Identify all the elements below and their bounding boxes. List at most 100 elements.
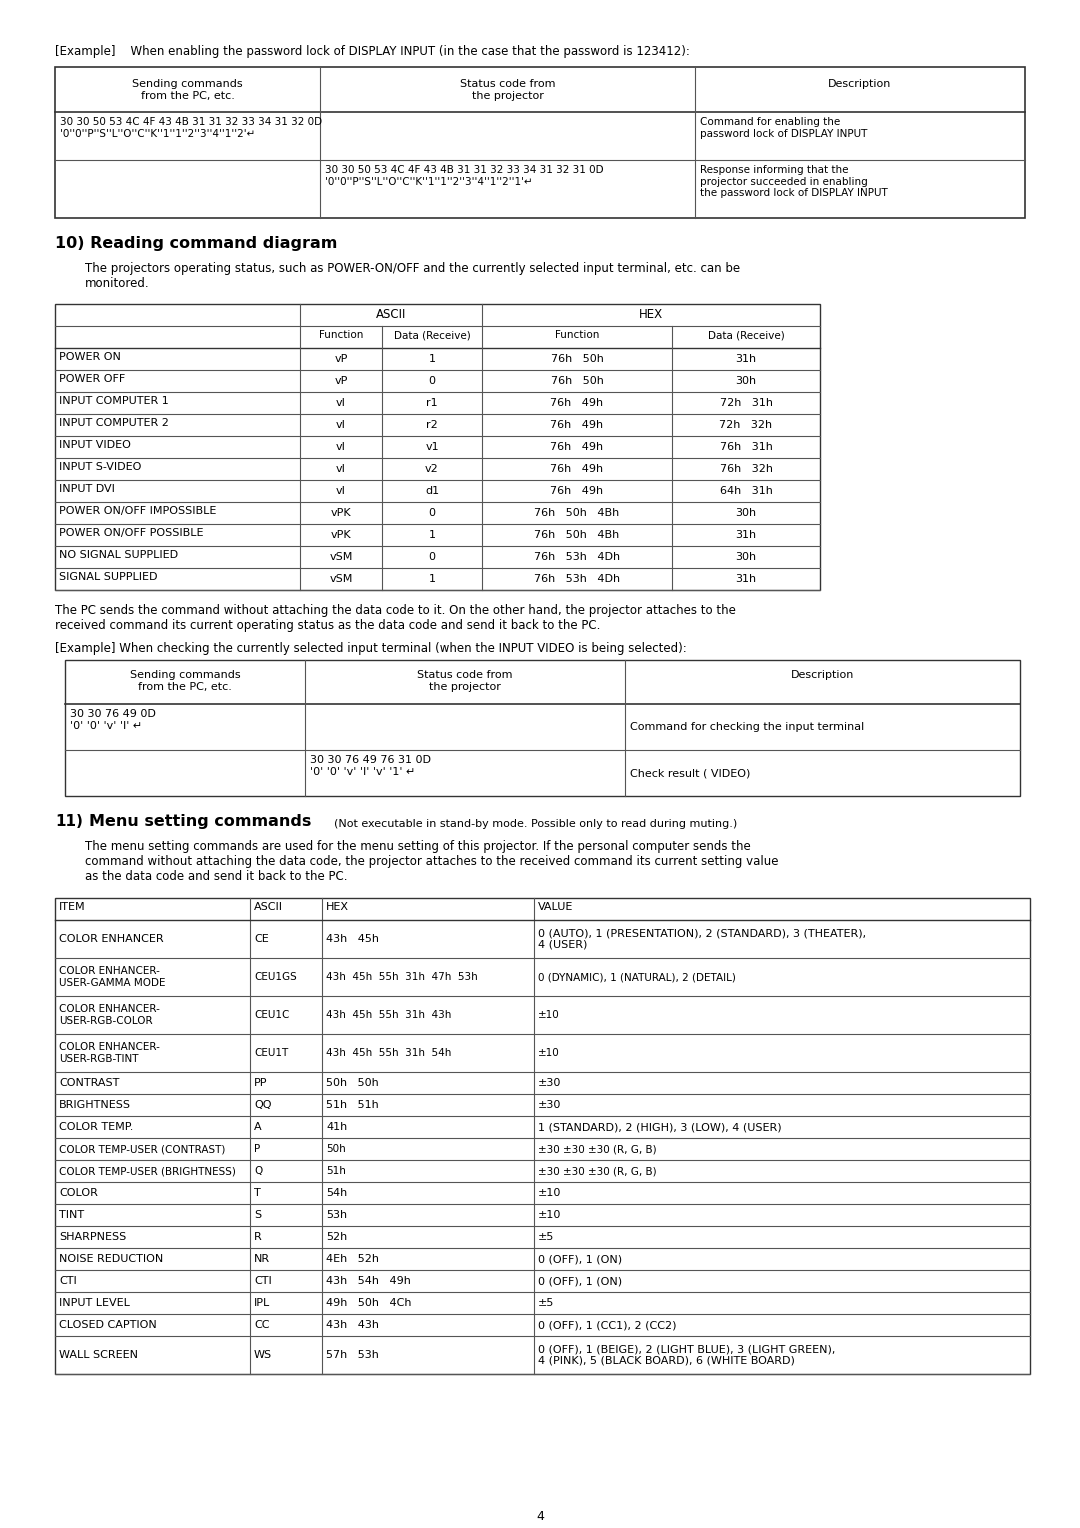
Text: Q: Q: [254, 1166, 262, 1177]
Text: 49h   50h   4Ch: 49h 50h 4Ch: [326, 1297, 411, 1308]
Text: SIGNAL SUPPLIED: SIGNAL SUPPLIED: [59, 571, 158, 582]
Text: T: T: [254, 1187, 260, 1198]
Text: 0: 0: [429, 507, 435, 518]
Text: 76h   50h: 76h 50h: [551, 376, 604, 387]
Text: R: R: [254, 1232, 261, 1242]
Text: CONTRAST: CONTRAST: [59, 1077, 120, 1088]
Text: ±10: ±10: [538, 1210, 562, 1219]
Text: ±10: ±10: [538, 1048, 559, 1057]
Text: 76h   49h: 76h 49h: [551, 465, 604, 474]
Bar: [55, 898, 1030, 1374]
Text: vI: vI: [336, 397, 346, 408]
Text: CLOSED CAPTION: CLOSED CAPTION: [59, 1320, 157, 1329]
Text: 1 (STANDARD), 2 (HIGH), 3 (LOW), 4 (USER): 1 (STANDARD), 2 (HIGH), 3 (LOW), 4 (USER…: [538, 1122, 782, 1132]
Text: 52h: 52h: [326, 1232, 348, 1242]
Text: (Not executable in stand-by mode. Possible only to read during muting.): (Not executable in stand-by mode. Possib…: [334, 819, 738, 830]
Text: 43h  45h  55h  31h  47h  53h: 43h 45h 55h 31h 47h 53h: [326, 972, 477, 983]
Text: CTI: CTI: [254, 1276, 272, 1287]
Text: 0 (OFF), 1 (BEIGE), 2 (LIGHT BLUE), 3 (LIGHT GREEN),
4 (PINK), 5 (BLACK BOARD), : 0 (OFF), 1 (BEIGE), 2 (LIGHT BLUE), 3 (L…: [538, 1345, 835, 1366]
Text: WALL SCREEN: WALL SCREEN: [59, 1351, 138, 1360]
Text: INPUT S-VIDEO: INPUT S-VIDEO: [59, 461, 141, 472]
Text: vP: vP: [335, 354, 348, 364]
Text: ITEM: ITEM: [59, 902, 85, 912]
Text: v1: v1: [426, 442, 438, 452]
Text: 43h   45h: 43h 45h: [326, 934, 379, 944]
Text: 76h   53h   4Dh: 76h 53h 4Dh: [534, 552, 620, 562]
Text: TINT: TINT: [59, 1210, 84, 1219]
Text: HEX: HEX: [639, 309, 663, 321]
Text: COLOR TEMP-USER (CONTRAST): COLOR TEMP-USER (CONTRAST): [59, 1144, 226, 1154]
Text: vI: vI: [336, 442, 346, 452]
Bar: [65, 660, 1020, 796]
Text: CEU1C: CEU1C: [254, 1010, 289, 1021]
Text: 0 (OFF), 1 (CC1), 2 (CC2): 0 (OFF), 1 (CC1), 2 (CC2): [538, 1320, 676, 1329]
Text: 30 30 76 49 0D
'0' '0' 'v' 'I' ↵: 30 30 76 49 0D '0' '0' 'v' 'I' ↵: [70, 709, 156, 730]
Text: 43h  45h  55h  31h  43h: 43h 45h 55h 31h 43h: [326, 1010, 451, 1021]
Text: 57h   53h: 57h 53h: [326, 1351, 379, 1360]
Text: vI: vI: [336, 486, 346, 497]
Text: 1: 1: [429, 354, 435, 364]
Text: COLOR ENHANCER-
USER-GAMMA MODE: COLOR ENHANCER- USER-GAMMA MODE: [59, 966, 165, 987]
Text: PP: PP: [254, 1077, 268, 1088]
Text: INPUT COMPUTER 2: INPUT COMPUTER 2: [59, 419, 168, 428]
Text: COLOR ENHANCER-
USER-RGB-TINT: COLOR ENHANCER- USER-RGB-TINT: [59, 1042, 160, 1063]
Text: 10) Reading command diagram: 10) Reading command diagram: [55, 235, 337, 251]
Text: POWER OFF: POWER OFF: [59, 374, 125, 384]
Text: ±30: ±30: [538, 1100, 562, 1109]
Text: vPK: vPK: [330, 530, 351, 539]
Text: 0: 0: [429, 552, 435, 562]
Text: r1: r1: [427, 397, 437, 408]
Text: ±30 ±30 ±30 (R, G, B): ±30 ±30 ±30 (R, G, B): [538, 1166, 657, 1177]
Text: Check result ( VIDEO): Check result ( VIDEO): [630, 769, 751, 778]
Text: Data (Receive): Data (Receive): [393, 330, 471, 341]
Text: 4: 4: [536, 1510, 544, 1523]
Text: HEX: HEX: [326, 902, 349, 912]
Text: The PC sends the command without attaching the data code to it. On the other han: The PC sends the command without attachi…: [55, 604, 735, 633]
Text: P: P: [254, 1144, 260, 1154]
Text: The menu setting commands are used for the menu setting of this projector. If th: The menu setting commands are used for t…: [85, 840, 779, 883]
Text: CE: CE: [254, 934, 269, 944]
Text: Description: Description: [828, 79, 892, 89]
Text: SHARPNESS: SHARPNESS: [59, 1232, 126, 1242]
Text: Sending commands
from the PC, etc.: Sending commands from the PC, etc.: [132, 79, 243, 101]
Text: CTI: CTI: [59, 1276, 77, 1287]
Text: 76h   49h: 76h 49h: [551, 442, 604, 452]
Text: POWER ON/OFF IMPOSSIBLE: POWER ON/OFF IMPOSSIBLE: [59, 506, 216, 516]
Text: CEU1GS: CEU1GS: [254, 972, 297, 983]
Text: 72h   31h: 72h 31h: [719, 397, 772, 408]
Text: v2: v2: [426, 465, 438, 474]
Text: QQ: QQ: [254, 1100, 271, 1109]
Text: 41h: 41h: [326, 1122, 348, 1132]
Text: 76h   50h: 76h 50h: [551, 354, 604, 364]
Text: ASCII: ASCII: [376, 309, 406, 321]
Text: INPUT VIDEO: INPUT VIDEO: [59, 440, 131, 451]
Bar: [55, 67, 1025, 219]
Text: 30 30 76 49 76 31 0D
'0' '0' 'v' 'I' 'v' '1' ↵: 30 30 76 49 76 31 0D '0' '0' 'v' 'I' 'v'…: [310, 755, 431, 776]
Text: BRIGHTNESS: BRIGHTNESS: [59, 1100, 131, 1109]
Text: 43h  45h  55h  31h  54h: 43h 45h 55h 31h 54h: [326, 1048, 451, 1057]
Text: 50h   50h: 50h 50h: [326, 1077, 379, 1088]
Text: 0 (AUTO), 1 (PRESENTATION), 2 (STANDARD), 3 (THEATER),
4 (USER): 0 (AUTO), 1 (PRESENTATION), 2 (STANDARD)…: [538, 927, 866, 950]
Text: INPUT DVI: INPUT DVI: [59, 484, 114, 494]
Text: 72h   32h: 72h 32h: [719, 420, 772, 429]
Text: 30 30 50 53 4C 4F 43 4B 31 31 32 33 34 31 32 31 0D
'0''0''P''S''L''O''C''K''1''1: 30 30 50 53 4C 4F 43 4B 31 31 32 33 34 3…: [325, 165, 604, 186]
Text: 76h   32h: 76h 32h: [719, 465, 772, 474]
Text: 53h: 53h: [326, 1210, 347, 1219]
Text: 43h   43h: 43h 43h: [326, 1320, 379, 1329]
Text: 54h: 54h: [326, 1187, 348, 1198]
Text: 0 (DYNAMIC), 1 (NATURAL), 2 (DETAIL): 0 (DYNAMIC), 1 (NATURAL), 2 (DETAIL): [538, 972, 735, 983]
Text: 4Eh   52h: 4Eh 52h: [326, 1254, 379, 1264]
Text: Sending commands
from the PC, etc.: Sending commands from the PC, etc.: [130, 669, 241, 692]
Text: COLOR TEMP-USER (BRIGHTNESS): COLOR TEMP-USER (BRIGHTNESS): [59, 1166, 235, 1177]
Text: 76h   49h: 76h 49h: [551, 397, 604, 408]
Text: 30h: 30h: [735, 507, 757, 518]
Bar: [55, 304, 820, 590]
Text: 30h: 30h: [735, 376, 757, 387]
Text: POWER ON/OFF POSSIBLE: POWER ON/OFF POSSIBLE: [59, 529, 203, 538]
Text: ±30: ±30: [538, 1077, 562, 1088]
Text: ±5: ±5: [538, 1297, 554, 1308]
Text: 76h   50h   4Bh: 76h 50h 4Bh: [535, 507, 620, 518]
Text: 51h: 51h: [326, 1166, 346, 1177]
Text: The projectors operating status, such as POWER-ON/OFF and the currently selected: The projectors operating status, such as…: [85, 261, 740, 290]
Text: NR: NR: [254, 1254, 270, 1264]
